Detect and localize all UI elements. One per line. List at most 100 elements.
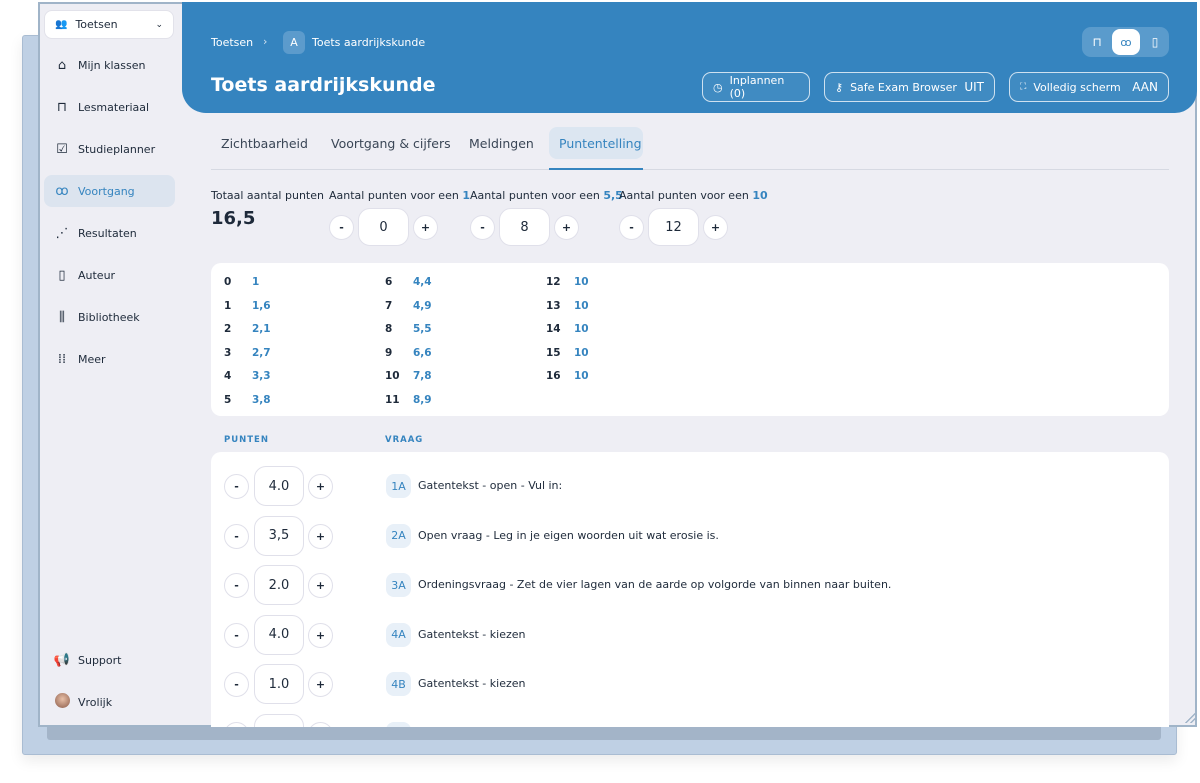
user-name: Vrolijk: [78, 695, 113, 709]
tab-zichtbaarheid[interactable]: Zichtbaarheid: [221, 135, 308, 151]
tab-puntentelling[interactable]: Puntentelling: [549, 127, 643, 159]
sidebar-item-resultaten[interactable]: ⋰ Resultaten: [44, 217, 175, 249]
score-grade: 8,9: [413, 393, 432, 406]
inplannen-button[interactable]: ◷ Inplannen (0): [702, 72, 810, 102]
decrement-button[interactable]: -: [224, 622, 249, 648]
grid-icon: ⁞⁞: [57, 351, 67, 367]
view-briefcase-button[interactable]: ⊓: [1086, 30, 1108, 54]
score-grade: 1,6: [252, 299, 271, 312]
question-id-badge: 3A: [386, 573, 411, 598]
decrement-button[interactable]: -: [329, 215, 354, 240]
score-grade: 6,6: [413, 346, 432, 359]
question-text[interactable]: Ordeningsvraag - Zet de vier lagen van d…: [418, 578, 892, 592]
question-points-input[interactable]: 4.0: [254, 614, 304, 655]
score-grade: 3,3: [252, 370, 271, 382]
increment-button[interactable]: [308, 722, 333, 727]
sidebar-item-bibliotheek[interactable]: ⫼ Bibliotheek: [44, 301, 175, 333]
resize-handle-icon[interactable]: [1185, 713, 1195, 723]
question-id-badge: 4A: [386, 622, 411, 647]
score-points: 1: [224, 299, 232, 312]
seb-label: Safe Exam Browser: [850, 80, 957, 94]
fullscreen-label: Volledig scherm: [1033, 80, 1121, 94]
question-text[interactable]: Open vraag - Leg in je eigen woorden uit…: [418, 528, 719, 542]
question-text[interactable]: Gatentekst - kiezen: [418, 677, 526, 691]
tab-meldingen[interactable]: Meldingen: [469, 135, 534, 151]
score-points: 15: [546, 346, 561, 359]
grade-points-input[interactable]: 12: [648, 208, 699, 246]
question-points-input[interactable]: 2.0: [254, 565, 304, 606]
decrement-button[interactable]: -: [224, 474, 249, 499]
increment-button[interactable]: +: [308, 523, 333, 549]
view-glasses-button[interactable]: ꝏ: [1112, 29, 1140, 55]
column-header-question: VRAAG: [385, 435, 424, 445]
decrement-button[interactable]: -: [470, 215, 495, 240]
sidebar-item-mijn-klassen[interactable]: ⌂ Mijn klassen: [44, 49, 175, 81]
decrement-button[interactable]: [224, 722, 249, 727]
author-icon: ▯: [1151, 35, 1159, 49]
increment-button[interactable]: +: [703, 215, 728, 240]
increment-button[interactable]: +: [308, 622, 333, 648]
question-points-input[interactable]: 4.0: [254, 466, 304, 506]
increment-button[interactable]: +: [554, 215, 579, 240]
glasses-icon: ꝏ: [55, 183, 69, 199]
score-grade: 7,8: [413, 370, 432, 382]
score-points: 14: [546, 323, 561, 335]
decrement-button[interactable]: -: [224, 672, 249, 698]
breadcrumb-current: Toets aardrijkskunde: [312, 36, 426, 49]
safe-exam-browser-toggle[interactable]: ⚷ Safe Exam Browser UIT: [824, 72, 995, 102]
increment-button[interactable]: +: [308, 573, 333, 599]
decrement-button[interactable]: -: [619, 215, 644, 240]
question-id-badge: 2A: [386, 523, 411, 548]
sidebar-item-voortgang[interactable]: ꝏ Voortgang: [44, 175, 175, 207]
increment-button[interactable]: +: [308, 474, 333, 499]
decrement-button[interactable]: -: [224, 573, 249, 599]
question-text[interactable]: Gatentekst - open - Vul in:: [418, 479, 563, 492]
sidebar-item-label: Lesmateriaal: [78, 100, 150, 114]
grade-points-input[interactable]: 8: [499, 208, 550, 246]
score-grade: 10: [574, 276, 589, 288]
view-author-button[interactable]: ▯: [1144, 30, 1166, 54]
sidebar-item-label: Resultaten: [78, 226, 137, 240]
library-icon: ⫼: [59, 309, 65, 325]
column-header-points: PUNTEN: [224, 435, 269, 445]
score-points: 11: [385, 393, 400, 406]
sidebar-item-auteur[interactable]: ▯ Auteur: [44, 259, 175, 291]
score-grade: 10: [574, 299, 589, 312]
grade-label-prefix: Aantal punten voor een: [329, 189, 459, 202]
page-title: Toets aardrijkskunde: [211, 74, 436, 96]
clock-icon: ◷: [713, 80, 723, 94]
tabs-divider: [211, 169, 1169, 170]
score-points: 4: [224, 370, 232, 382]
sidebar-item-studieplanner[interactable]: ☑ Studieplanner: [44, 133, 175, 165]
tab-voortgang-cijfers[interactable]: Voortgang & cijfers: [331, 135, 451, 151]
sidebar-item-meer[interactable]: ⁞⁞ Meer: [44, 343, 175, 375]
questions-list: - 4.0 + 1A Gatentekst - open - Vul in: -…: [211, 452, 1169, 727]
context-dropdown[interactable]: 👥 Toetsen ⌄: [44, 10, 174, 39]
score-points: 9: [385, 346, 393, 359]
grade-points-label: Aantal punten voor een 5,5: [470, 189, 623, 202]
sidebar-item-support[interactable]: 📢 Support: [44, 644, 175, 676]
sidebar-item-label: Support: [78, 653, 122, 667]
fullscreen-toggle[interactable]: ⛶ Volledig scherm AAN: [1009, 72, 1169, 102]
question-points-input[interactable]: 1.0: [254, 664, 304, 705]
sidebar-item-label: Auteur: [78, 268, 116, 282]
decrement-button[interactable]: -: [224, 523, 249, 549]
increment-button[interactable]: +: [413, 215, 438, 240]
users-icon: 👥: [55, 19, 68, 30]
calendar-check-icon: ☑: [56, 141, 68, 157]
score-grade: 4,4: [413, 276, 432, 288]
increment-button[interactable]: +: [308, 672, 333, 698]
author-icon: ▯: [58, 267, 66, 283]
breadcrumb-toetsen[interactable]: Toetsen: [211, 36, 254, 49]
sidebar-item-lesmateriaal[interactable]: ⊓ Lesmateriaal: [44, 91, 175, 123]
grade-points-input[interactable]: 0: [358, 208, 409, 246]
question-text[interactable]: Gatentekst - kiezen: [418, 627, 526, 641]
question-points-input[interactable]: [254, 714, 304, 727]
grade-label-prefix: Aantal punten voor een: [470, 189, 600, 202]
score-points: 8: [385, 323, 393, 335]
score-grade: 3,8: [252, 393, 271, 406]
user-menu[interactable]: Vrolijk: [44, 686, 175, 718]
question-points-input[interactable]: 3,5: [254, 515, 304, 556]
home-icon: ⌂: [57, 57, 67, 73]
score-grade: 1: [252, 276, 260, 288]
